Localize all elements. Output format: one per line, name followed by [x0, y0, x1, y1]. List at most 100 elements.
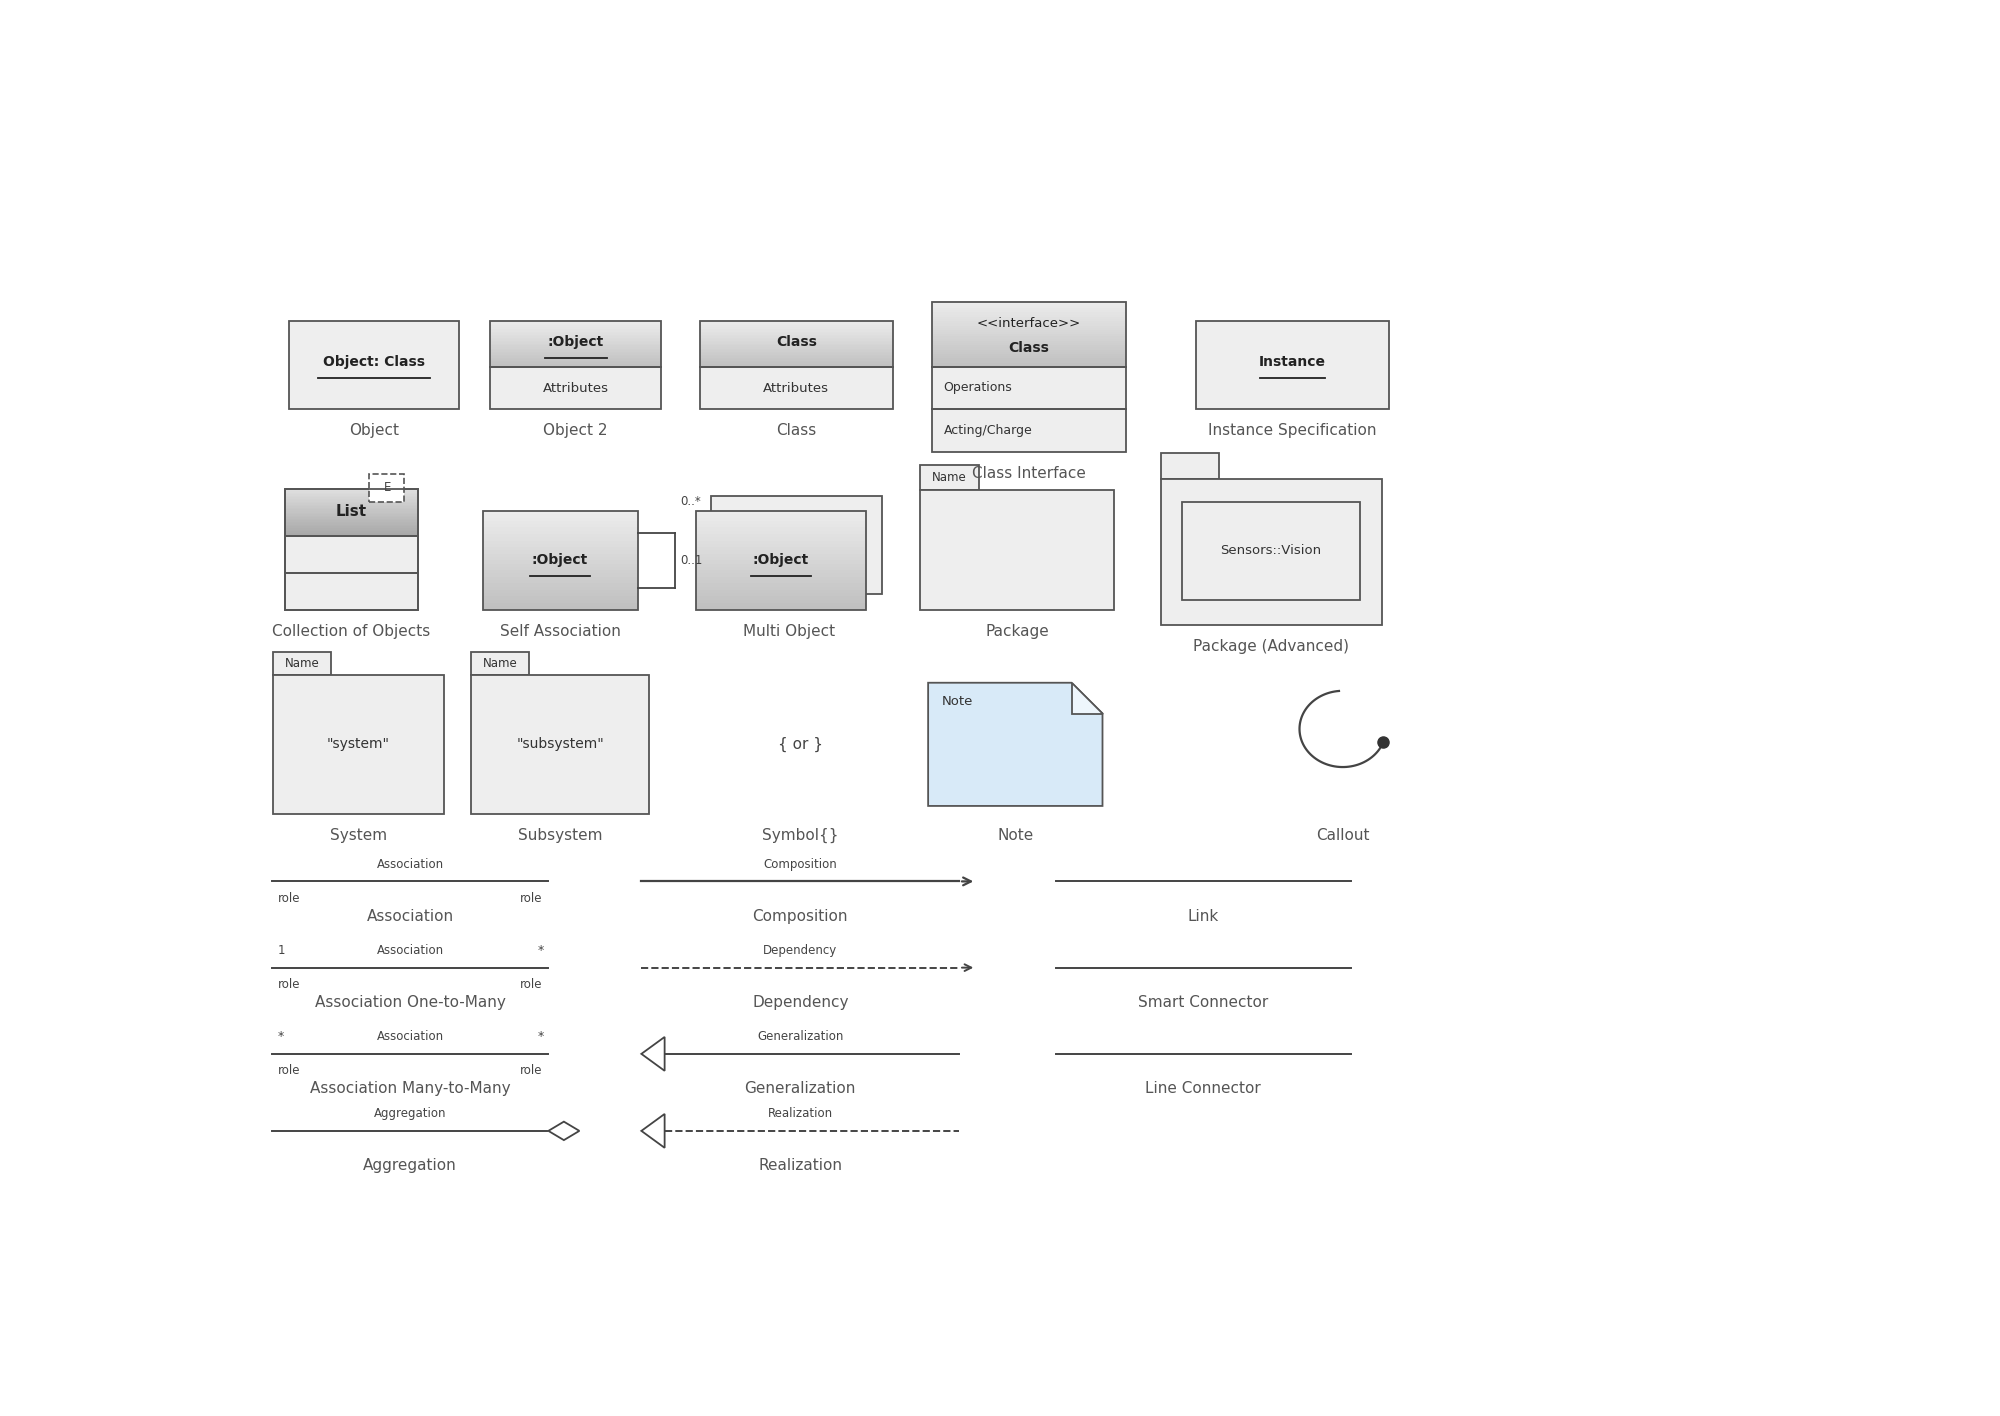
Bar: [700, 362, 894, 364]
Bar: [696, 573, 866, 576]
FancyBboxPatch shape: [284, 572, 418, 610]
Bar: [482, 581, 638, 583]
Bar: [284, 493, 418, 494]
Bar: [696, 554, 866, 556]
Bar: [696, 564, 866, 566]
Bar: [490, 324, 660, 326]
Text: Collection of Objects: Collection of Objects: [272, 623, 430, 639]
Text: Composition: Composition: [752, 909, 848, 923]
Text: Association: Association: [376, 858, 444, 871]
Bar: [482, 599, 638, 603]
Bar: [696, 589, 866, 593]
Bar: [482, 589, 638, 593]
Bar: [932, 302, 1126, 304]
Text: "system": "system": [328, 738, 390, 752]
Bar: [490, 355, 660, 358]
Text: Operations: Operations: [944, 381, 1012, 394]
Text: { or }: { or }: [778, 736, 822, 752]
Text: "subsystem": "subsystem": [516, 738, 604, 752]
Text: :Object: :Object: [532, 554, 588, 568]
Text: Association: Association: [376, 944, 444, 957]
Bar: [932, 334, 1126, 337]
Bar: [932, 326, 1126, 327]
Bar: [490, 327, 660, 329]
Bar: [482, 517, 638, 521]
Bar: [482, 556, 638, 561]
Bar: [696, 593, 866, 596]
Bar: [696, 517, 866, 521]
Bar: [490, 350, 660, 351]
Bar: [932, 317, 1126, 319]
Bar: [696, 566, 866, 571]
Bar: [490, 346, 660, 347]
Bar: [932, 346, 1126, 347]
Bar: [700, 340, 894, 341]
Bar: [932, 341, 1126, 343]
Bar: [482, 514, 638, 518]
Text: Realization: Realization: [758, 1158, 842, 1172]
Bar: [490, 343, 660, 344]
Bar: [932, 347, 1126, 350]
Bar: [284, 523, 418, 525]
Text: Name: Name: [284, 657, 320, 670]
Text: Note: Note: [942, 695, 974, 708]
Bar: [284, 510, 418, 511]
Polygon shape: [548, 1121, 580, 1140]
Bar: [932, 323, 1126, 326]
Bar: [696, 544, 866, 547]
FancyBboxPatch shape: [1182, 501, 1360, 600]
Bar: [700, 329, 894, 330]
Text: Package (Advanced): Package (Advanced): [1194, 639, 1350, 654]
Bar: [696, 586, 866, 590]
Bar: [700, 337, 894, 340]
Bar: [284, 504, 418, 507]
Text: Subsystem: Subsystem: [518, 828, 602, 843]
Bar: [490, 354, 660, 357]
Bar: [932, 310, 1126, 313]
Polygon shape: [642, 1037, 664, 1070]
Bar: [482, 544, 638, 547]
Bar: [284, 500, 418, 501]
Bar: [284, 525, 418, 527]
Bar: [284, 521, 418, 524]
Text: role: role: [520, 1065, 542, 1078]
FancyBboxPatch shape: [288, 321, 460, 409]
Text: Symbol{}: Symbol{}: [762, 827, 838, 843]
Bar: [482, 606, 638, 610]
Bar: [284, 491, 418, 493]
Bar: [700, 353, 894, 355]
Bar: [284, 514, 418, 515]
FancyBboxPatch shape: [700, 367, 894, 409]
FancyBboxPatch shape: [274, 651, 332, 675]
Bar: [700, 360, 894, 361]
Bar: [932, 354, 1126, 357]
Bar: [284, 531, 418, 532]
Text: Multi Object: Multi Object: [742, 623, 834, 639]
Bar: [932, 319, 1126, 321]
Text: Realization: Realization: [768, 1107, 832, 1120]
Bar: [932, 355, 1126, 358]
FancyBboxPatch shape: [712, 496, 882, 595]
Bar: [490, 329, 660, 330]
Text: Aggregation: Aggregation: [364, 1158, 456, 1172]
Bar: [482, 573, 638, 576]
Bar: [284, 507, 418, 508]
Text: Name: Name: [932, 472, 966, 484]
Bar: [696, 571, 866, 573]
Bar: [482, 593, 638, 596]
Text: Note: Note: [998, 828, 1034, 843]
Bar: [700, 327, 894, 329]
Bar: [482, 571, 638, 573]
Bar: [700, 361, 894, 362]
Bar: [482, 586, 638, 590]
Bar: [482, 596, 638, 600]
Bar: [284, 494, 418, 496]
Bar: [932, 365, 1126, 367]
Text: Name: Name: [482, 657, 518, 670]
Bar: [490, 336, 660, 338]
Text: role: role: [520, 978, 542, 991]
FancyBboxPatch shape: [490, 367, 660, 409]
Text: Association Many-to-Many: Association Many-to-Many: [310, 1080, 510, 1096]
Bar: [490, 353, 660, 355]
Bar: [482, 534, 638, 537]
